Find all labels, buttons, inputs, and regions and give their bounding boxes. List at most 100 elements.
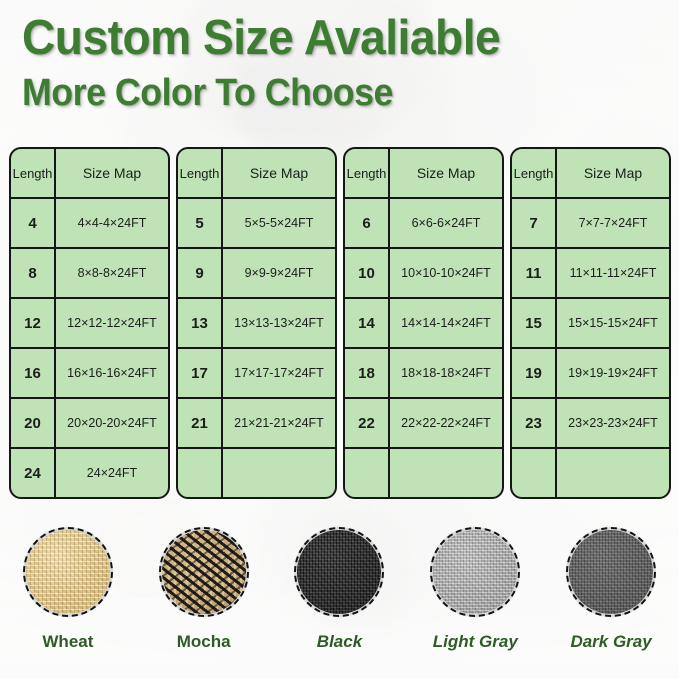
cell-length: 14: [345, 299, 390, 347]
cell-size-map: 16×16-16×24FT: [67, 366, 157, 380]
table-row: 14 14×14-14×24FT: [345, 299, 502, 349]
fabric-texture-dark-gray: [569, 530, 654, 614]
table-row: 18 18×18-18×24FT: [345, 349, 502, 399]
cell-size-map: 21×21-21×24FT: [234, 416, 324, 430]
cell-size-map: 23×23-23×24FT: [568, 416, 658, 430]
swatch-label-black: Black: [316, 632, 363, 651]
cell-size-map: 13×13-13×24FT: [234, 316, 324, 330]
cell-length: 20: [11, 399, 56, 447]
cell-length: [512, 449, 557, 497]
table-row: 6 6×6-6×24FT: [345, 199, 502, 249]
table-header-row: Length Size Map: [512, 149, 669, 199]
cell-size-map: 5×5-5×24FT: [244, 216, 314, 230]
swatch-label-dark-gray: Dark Gray: [570, 632, 652, 651]
table-row: 21 21×21-21×24FT: [178, 399, 335, 449]
headline: Custom Size Avaliable More Color To Choo…: [22, 11, 531, 114]
table-row: 9 9×9-9×24FT: [178, 249, 335, 299]
cell-length: 19: [512, 349, 557, 397]
cell-length: 8: [11, 249, 56, 297]
table-row: 7 7×7-7×24FT: [512, 199, 669, 249]
cell-size-map: 12×12-12×24FT: [67, 316, 157, 330]
table-row: 19 19×19-19×24FT: [512, 349, 669, 399]
cell-length: [178, 449, 223, 497]
swatch-label-mocha: Mocha: [176, 632, 231, 651]
table-row: 23 23×23-23×24FT: [512, 399, 669, 449]
table-header-row: Length Size Map: [345, 149, 502, 199]
size-table-3: Length Size Map 6 6×6-6×24FT 10 10×10-10…: [343, 147, 504, 499]
table-row: 5 5×5-5×24FT: [178, 199, 335, 249]
cell-size-map: 6×6-6×24FT: [411, 216, 481, 230]
cell-size-map: 18×18-18×24FT: [401, 366, 491, 380]
table-row-empty: [178, 449, 335, 497]
headline-line-1: Custom Size Avaliable: [22, 11, 501, 65]
fabric-texture-wheat: [25, 530, 110, 614]
headline-line-2: More Color To Choose: [22, 72, 393, 114]
cell-length: 9: [178, 249, 223, 297]
swatch-circle-wheat: [22, 527, 113, 617]
table-row: 24 24×24FT: [11, 449, 168, 497]
swatch-mocha[interactable]: Mocha: [136, 527, 272, 673]
cell-size-map: [223, 449, 335, 497]
cell-length: 22: [345, 399, 390, 447]
cell-size-map: 10×10-10×24FT: [401, 266, 491, 280]
swatch-label-light-gray: Light Gray: [432, 632, 518, 651]
cell-length: 24: [11, 449, 56, 497]
swatch-light-gray[interactable]: Light Gray: [407, 527, 543, 673]
table-row: 4 4×4-4×24FT: [11, 199, 168, 249]
table-row-empty: [512, 449, 669, 497]
cell-size-map: 22×22-22×24FT: [401, 416, 491, 430]
swatch-black[interactable]: Black: [272, 527, 408, 673]
table-row-empty: [345, 449, 502, 497]
cell-length: 16: [11, 349, 56, 397]
cell-size-map: 11×11-11×24FT: [569, 266, 657, 280]
cell-length: 18: [345, 349, 390, 397]
table-header-row: Length Size Map: [11, 149, 168, 199]
swatch-wheat[interactable]: Wheat: [0, 527, 136, 673]
table-row: 17 17×17-17×24FT: [178, 349, 335, 399]
cell-size-map: [557, 449, 669, 497]
swatch-label-wheat: Wheat: [42, 632, 94, 651]
column-header-size-map: Size Map: [416, 165, 476, 181]
table-row: 10 10×10-10×24FT: [345, 249, 502, 299]
swatch-circle-light-gray: [430, 527, 521, 617]
table-row: 8 8×8-8×24FT: [11, 249, 168, 299]
swatch-circle-mocha: [158, 527, 249, 617]
table-row: 15 15×15-15×24FT: [512, 299, 669, 349]
cell-length: 13: [178, 299, 223, 347]
swatch-circle-black: [294, 527, 385, 617]
cell-size-map: [390, 449, 502, 497]
cell-length: 5: [178, 199, 223, 247]
cell-length: 4: [11, 199, 56, 247]
fabric-texture-mocha: [161, 530, 246, 614]
cell-length: 12: [11, 299, 56, 347]
cell-size-map: 19×19-19×24FT: [568, 366, 658, 380]
table-header-row: Length Size Map: [178, 149, 335, 199]
size-table-4: Length Size Map 7 7×7-7×24FT 11 11×11-11…: [510, 147, 671, 499]
cell-size-map: 8×8-8×24FT: [77, 266, 147, 280]
cell-length: 6: [345, 199, 390, 247]
column-header-length: Length: [345, 149, 390, 197]
cell-size-map: 7×7-7×24FT: [578, 216, 648, 230]
table-row: 20 20×20-20×24FT: [11, 399, 168, 449]
swatch-circle-dark-gray: [566, 527, 657, 617]
swatch-dark-gray[interactable]: Dark Gray: [543, 527, 679, 673]
cell-length: 15: [512, 299, 557, 347]
color-swatches: Wheat Mocha Black Light Gray Dark Gray: [0, 527, 679, 673]
cell-size-map: 15×15-15×24FT: [568, 316, 658, 330]
size-table-1: Length Size Map 4 4×4-4×24FT 8 8×8-8×24F…: [9, 147, 170, 499]
cell-size-map: 4×4-4×24FT: [77, 216, 147, 230]
cell-length: 7: [512, 199, 557, 247]
column-header-size-map: Size Map: [583, 165, 643, 181]
column-header-size-map: Size Map: [249, 165, 309, 181]
column-header-length: Length: [178, 149, 223, 197]
cell-length: [345, 449, 390, 497]
table-row: 11 11×11-11×24FT: [512, 249, 669, 299]
table-row: 16 16×16-16×24FT: [11, 349, 168, 399]
cell-size-map: 17×17-17×24FT: [234, 366, 324, 380]
column-header-length: Length: [11, 149, 56, 197]
fabric-texture-black: [297, 530, 382, 614]
cell-size-map: 20×20-20×24FT: [67, 416, 157, 430]
table-row: 22 22×22-22×24FT: [345, 399, 502, 449]
cell-size-map: 9×9-9×24FT: [244, 266, 314, 280]
